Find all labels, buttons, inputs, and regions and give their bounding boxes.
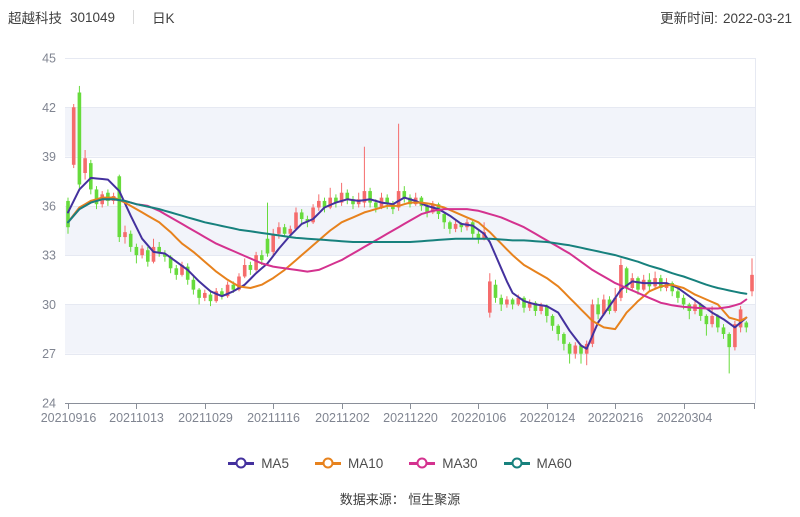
legend-item-ma10[interactable]: MA10 [314, 455, 384, 471]
ma-line-ma30 [67, 198, 748, 310]
grid-bands [65, 107, 755, 354]
svg-text:20220124: 20220124 [520, 411, 576, 425]
legend-label-ma10: MA10 [347, 455, 384, 471]
period-tab-daily-k[interactable]: 日K [152, 11, 175, 26]
svg-text:30: 30 [42, 298, 56, 312]
data-source-label: 数据来源： 恒生聚源 [339, 492, 461, 507]
svg-text:45: 45 [42, 52, 56, 66]
legend-label-ma60: MA60 [536, 455, 572, 471]
svg-text:20220304: 20220304 [657, 411, 713, 425]
svg-text:42: 42 [42, 101, 56, 115]
svg-text:20211116: 20211116 [247, 411, 300, 425]
svg-text:24: 24 [42, 397, 56, 411]
legend-item-ma5[interactable]: MA5 [228, 456, 289, 471]
update-time: 更新时间: 2022-03-21 [660, 7, 792, 27]
candlesticks [66, 85, 754, 374]
legend-item-ma60[interactable]: MA60 [503, 455, 572, 471]
chart-header: 超越科技 301049 日K 更新时间: 2022-03-21 [0, 0, 800, 27]
legend-marker-ma30-icon [409, 457, 436, 470]
ma-line-ma5 [67, 176, 748, 350]
svg-text:20211013: 20211013 [109, 411, 164, 425]
legend-marker-ma5-icon [228, 457, 255, 470]
svg-text:20211220: 20211220 [383, 411, 438, 425]
header-left: 超越科技 301049 日K [8, 7, 175, 27]
legend-marker-ma10-icon [314, 457, 341, 470]
legend-marker-ma60-icon [503, 457, 530, 470]
legend-label-ma30: MA30 [442, 455, 478, 471]
svg-text:20211202: 20211202 [315, 411, 370, 425]
svg-text:36: 36 [42, 199, 56, 213]
ma-legend: MA5 MA10 MA30 MA60 [0, 455, 800, 471]
legend-label-ma5: MA5 [261, 455, 289, 471]
ma-line-ma10 [67, 196, 748, 331]
stock-name: 超越科技 [8, 11, 62, 26]
header-divider [133, 10, 135, 24]
svg-text:20220106: 20220106 [451, 411, 507, 425]
svg-text:20210916: 20210916 [41, 411, 97, 425]
svg-text:27: 27 [42, 347, 56, 361]
legend-item-ma30[interactable]: MA30 [409, 455, 478, 471]
ma-line-ma60 [67, 198, 748, 295]
svg-text:20220216: 20220216 [588, 411, 644, 425]
y-axis-labels: 45 42 39 36 33 30 27 24 [42, 52, 56, 411]
update-time-label: 更新时间: [660, 11, 718, 26]
svg-text:33: 33 [42, 249, 56, 263]
svg-text:20211029: 20211029 [178, 411, 233, 425]
svg-text:39: 39 [42, 150, 56, 164]
x-axis-labels: 20210916 20211013 20211029 20211116 20211202… [41, 404, 755, 425]
update-time-value: 2022-03-21 [722, 11, 792, 26]
stock-code: 301049 [70, 9, 116, 25]
